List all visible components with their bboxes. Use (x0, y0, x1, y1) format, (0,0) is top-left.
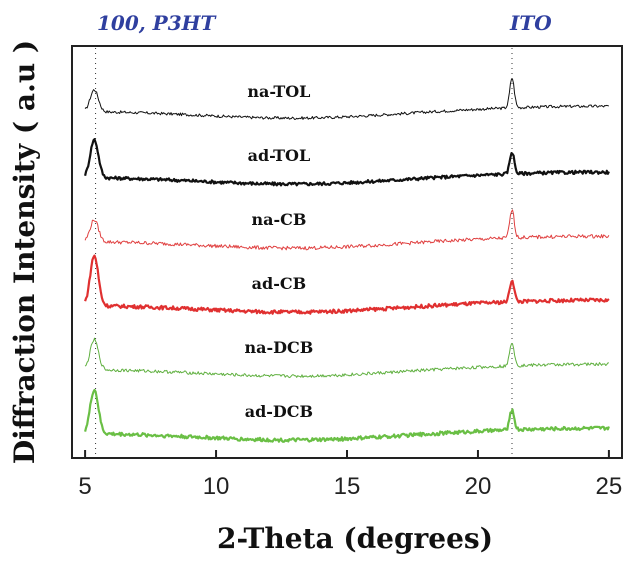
annotation-100-p3ht: 100, P3HT (97, 11, 218, 35)
series-line-na-tol (84, 78, 609, 120)
series-line-na-cb (84, 209, 610, 251)
series-line-ad-tol (84, 138, 610, 187)
x-axis-title: 2-Theta (degrees) (217, 522, 493, 555)
annotation-ito: ITO (509, 11, 552, 35)
series-lines (84, 78, 610, 443)
series-line-ad-cb (84, 254, 610, 315)
x-tick-label-5: 5 (78, 473, 91, 500)
series-labels: na-TOL ad-TOL na-CB ad-CB na-DCB ad-DCB (245, 82, 314, 421)
series-label-ad-tol: ad-TOL (248, 146, 311, 165)
series-line-na-dcb (84, 337, 609, 379)
reference-lines (95, 48, 513, 456)
x-axis-ticks: 5 10 15 20 25 (78, 450, 622, 500)
x-tick-label-15: 15 (334, 473, 361, 500)
series-line-ad-dcb (84, 388, 610, 443)
x-tick-label-10: 10 (203, 473, 230, 500)
series-label-ad-cb: ad-CB (252, 274, 306, 293)
series-label-ad-dcb: ad-DCB (245, 402, 313, 421)
x-tick-label-25: 25 (596, 473, 623, 500)
x-tick-label-20: 20 (465, 473, 492, 500)
series-label-na-cb: na-CB (251, 210, 306, 229)
y-axis-title: Diffraction Intensity ( a.u ) (8, 40, 41, 464)
series-label-na-tol: na-TOL (247, 82, 310, 101)
series-label-na-dcb: na-DCB (245, 338, 314, 357)
